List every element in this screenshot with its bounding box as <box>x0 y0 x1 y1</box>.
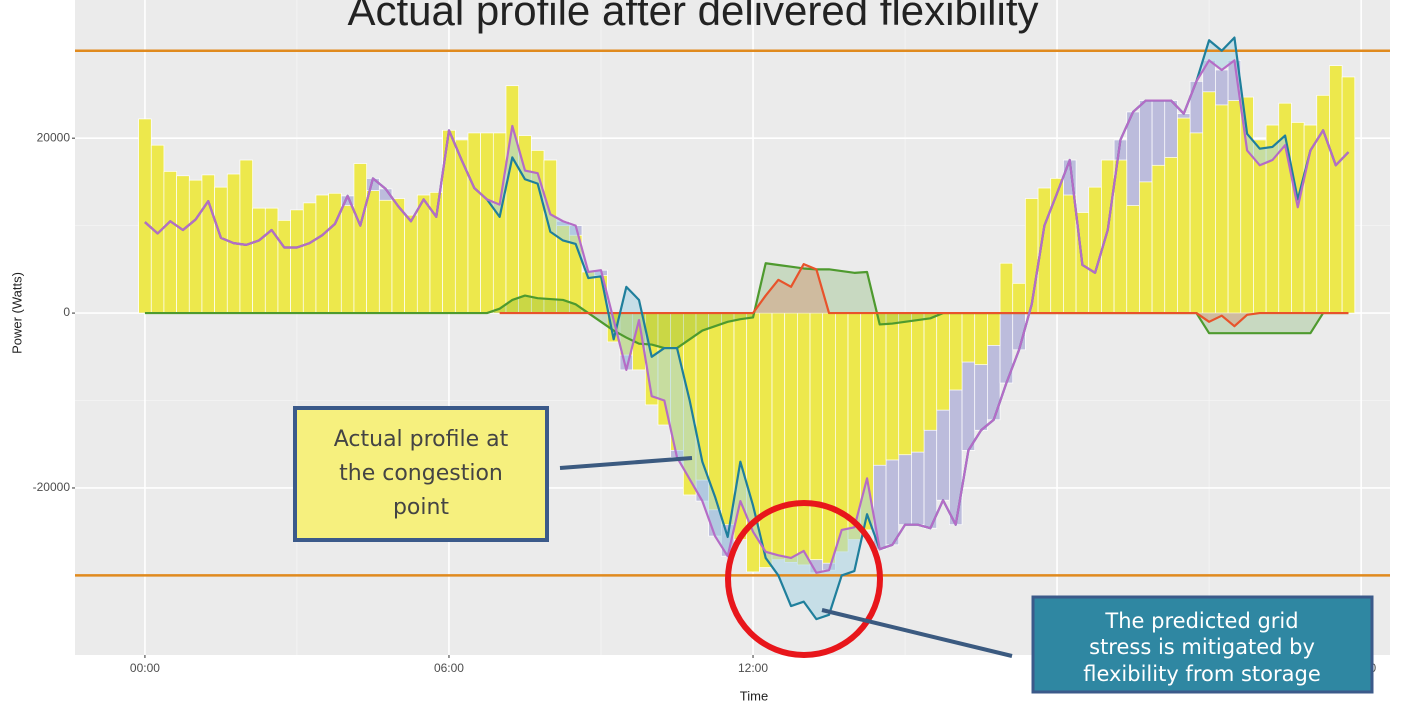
bar <box>1291 122 1305 314</box>
bar <box>505 85 520 314</box>
bar <box>797 312 811 566</box>
bar <box>1025 198 1039 314</box>
bar <box>480 132 494 314</box>
bar <box>163 171 177 314</box>
bar <box>1151 164 1166 314</box>
x-tick-label: 06:00 <box>434 661 464 675</box>
bar <box>353 163 367 314</box>
bar <box>1164 157 1178 314</box>
annotation-text: point <box>393 495 449 520</box>
bar <box>885 312 900 461</box>
bar <box>1177 117 1191 314</box>
y-tick-label: 0 <box>63 305 70 319</box>
bar <box>784 312 798 563</box>
bar <box>1050 178 1064 314</box>
bar <box>1227 100 1242 314</box>
bar <box>416 194 431 314</box>
bar <box>1113 159 1128 314</box>
bar <box>809 312 824 561</box>
bar <box>987 312 1001 346</box>
bar <box>822 312 836 564</box>
x-tick-label: 00:00 <box>130 661 160 675</box>
bar <box>176 175 190 314</box>
bar <box>340 205 355 314</box>
bar <box>873 312 887 466</box>
bar <box>543 159 558 314</box>
y-axis-label: Power (Watts) <box>9 272 24 354</box>
bar <box>974 312 988 366</box>
bar <box>847 312 862 540</box>
y-tick-label: -20000 <box>33 480 71 494</box>
bar <box>759 312 773 568</box>
arrow <box>821 608 1013 658</box>
flex-band <box>144 37 1349 620</box>
bar <box>1341 76 1356 314</box>
highlight-circle <box>725 500 883 658</box>
annotation-text: The predicted grid <box>1104 609 1298 633</box>
bar <box>721 312 735 526</box>
bar <box>949 312 963 391</box>
bar <box>1012 282 1026 314</box>
bar <box>302 202 317 314</box>
annotation-text: Actual profile at <box>334 427 509 452</box>
bar <box>923 312 938 431</box>
bar <box>898 312 912 456</box>
bar <box>454 139 469 314</box>
bar <box>1316 94 1330 314</box>
bar <box>214 186 228 314</box>
bar <box>467 132 481 314</box>
bar <box>911 312 925 453</box>
bar <box>290 209 304 314</box>
annotation-box <box>1031 595 1374 694</box>
annotation-text: flexibility from storage <box>1083 662 1321 686</box>
annotation-text: stress is mitigated by <box>1089 635 1315 659</box>
chart-title: Actual profile after delivered flexibili… <box>348 0 1039 34</box>
bar <box>315 194 329 314</box>
bar <box>1139 181 1153 314</box>
bar <box>391 198 405 314</box>
annotation-text: the congestion <box>339 461 503 486</box>
bar <box>1215 104 1229 314</box>
annotation-box <box>293 406 549 542</box>
bar <box>404 214 418 314</box>
x-tick-label: 12:00 <box>738 661 768 675</box>
bar <box>252 207 266 314</box>
bar <box>366 190 380 314</box>
bar <box>1329 65 1343 314</box>
bar <box>999 262 1014 314</box>
bar <box>936 312 950 411</box>
bar <box>1126 205 1140 314</box>
bar <box>239 159 253 314</box>
bar <box>1189 132 1204 314</box>
bar <box>492 132 507 314</box>
bar <box>1063 194 1077 314</box>
bar <box>1202 91 1216 314</box>
bar <box>961 312 976 363</box>
arrow <box>559 456 693 470</box>
bar <box>378 199 393 314</box>
bar <box>328 192 342 314</box>
bar <box>1088 186 1102 314</box>
grid <box>75 0 1390 655</box>
bar <box>708 312 722 511</box>
bar <box>188 179 203 314</box>
bar <box>277 220 291 314</box>
line <box>144 59 1350 574</box>
bar <box>201 174 215 314</box>
bar <box>264 207 279 314</box>
y-tick-label: 20000 <box>37 130 71 144</box>
bar <box>138 118 152 314</box>
bar <box>771 312 786 561</box>
bar <box>1101 159 1115 314</box>
x-axis-label: Time <box>740 688 768 703</box>
